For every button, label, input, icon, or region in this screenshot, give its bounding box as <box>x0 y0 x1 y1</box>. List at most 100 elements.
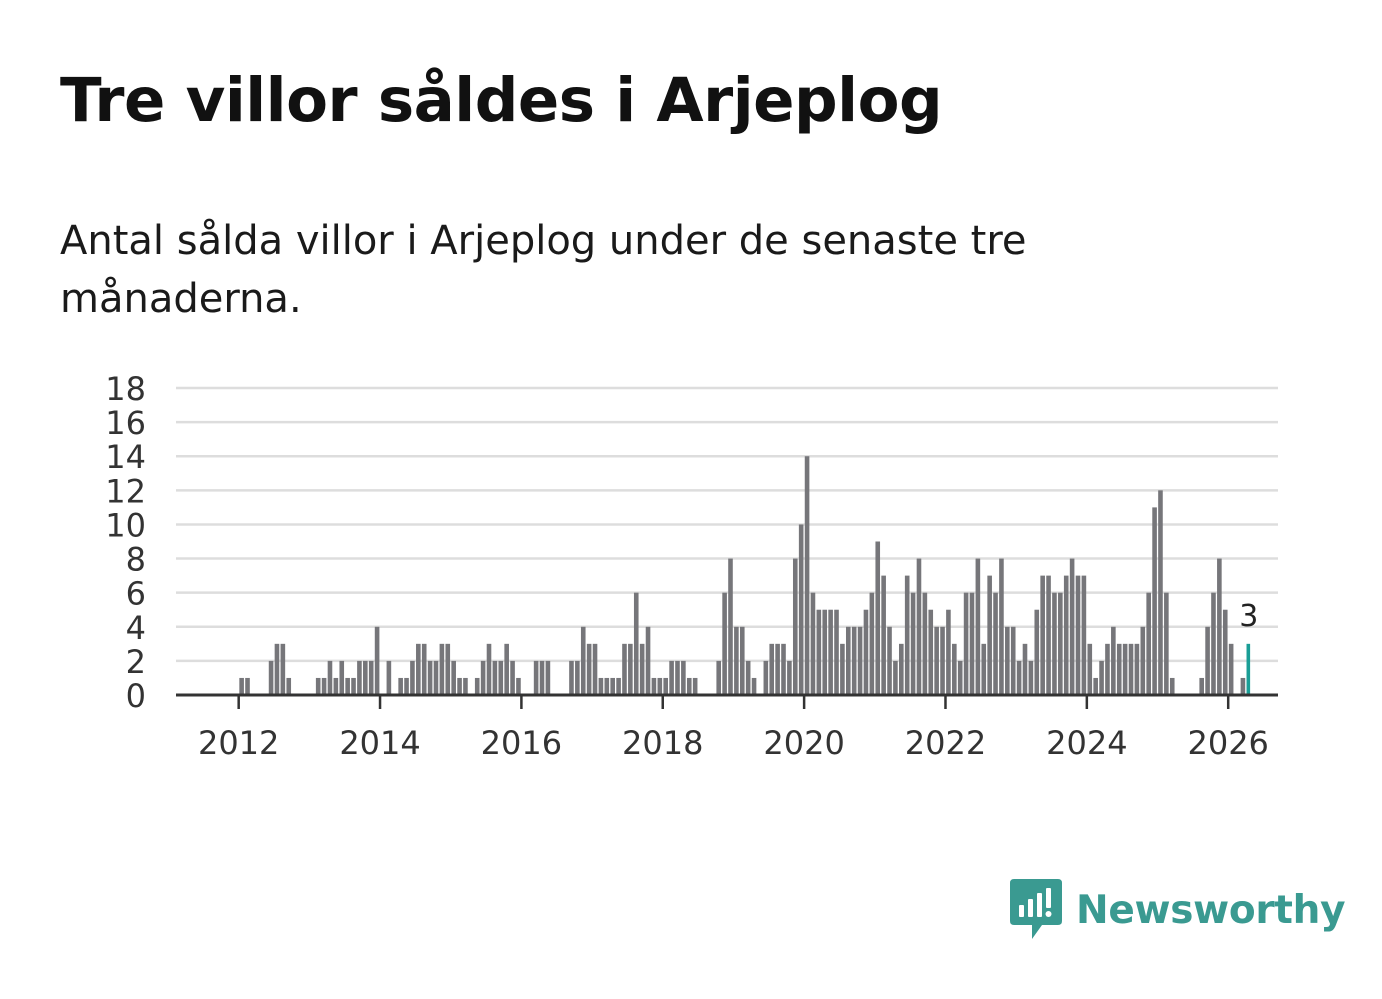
bar <box>686 677 692 695</box>
bar <box>845 626 851 695</box>
bar <box>816 609 822 695</box>
bar <box>398 677 403 695</box>
bar <box>345 677 350 695</box>
bar <box>504 643 509 695</box>
bar <box>1211 592 1216 695</box>
bar <box>421 643 427 695</box>
bar <box>669 660 674 695</box>
bar <box>368 660 374 695</box>
bar <box>840 643 845 695</box>
x-tick-label: 2026 <box>1187 724 1268 762</box>
y-tick-label: 14 <box>105 438 146 476</box>
bar <box>433 660 439 695</box>
bar <box>993 592 998 695</box>
bar <box>734 626 739 695</box>
highlight-value-label: 3 <box>1239 599 1258 634</box>
bar <box>598 677 604 695</box>
bar <box>681 660 686 695</box>
bar <box>739 626 745 695</box>
bar <box>763 660 769 695</box>
bar <box>893 660 898 695</box>
bar <box>628 643 633 695</box>
bar <box>810 592 816 695</box>
y-tick-label: 4 <box>126 609 146 647</box>
bar <box>999 558 1004 695</box>
bar <box>728 558 733 695</box>
bar <box>1122 643 1128 695</box>
bar <box>1140 626 1146 695</box>
bar <box>781 643 786 695</box>
bar <box>1146 592 1151 695</box>
annotations: 3 <box>1239 599 1258 634</box>
bar <box>916 558 922 695</box>
bar <box>1134 643 1140 695</box>
highlight-bar <box>1246 643 1251 695</box>
bar <box>586 643 592 695</box>
bar <box>957 660 963 695</box>
bar <box>834 609 839 695</box>
bar <box>1005 626 1010 695</box>
y-tick-label: 10 <box>105 506 146 544</box>
bar <box>969 592 975 695</box>
bar <box>987 575 992 695</box>
bar <box>633 592 639 695</box>
bar <box>463 677 468 695</box>
bar <box>1228 643 1234 695</box>
bar <box>639 643 645 695</box>
bar <box>1111 626 1116 695</box>
x-tick-label: 2022 <box>905 724 986 762</box>
bar <box>539 660 545 695</box>
y-tick-label: 8 <box>126 541 146 579</box>
bar <box>575 660 580 695</box>
bar <box>745 660 751 695</box>
bar <box>622 643 627 695</box>
bar <box>1081 575 1087 695</box>
bar <box>315 677 321 695</box>
brand-name: Newsworthy <box>1076 887 1346 933</box>
bar <box>1052 592 1057 695</box>
bar <box>657 677 663 695</box>
grid-lines <box>176 386 1278 663</box>
bar <box>280 643 286 695</box>
bar <box>1010 626 1016 695</box>
x-tick-label: 2012 <box>198 724 279 762</box>
bar <box>828 609 833 695</box>
bar <box>1169 677 1175 695</box>
bar <box>616 677 621 695</box>
bar <box>651 677 657 695</box>
bar <box>1063 575 1069 695</box>
bar <box>716 660 722 695</box>
x-tick-label: 2016 <box>481 724 562 762</box>
page-title: Tre villor såldes i Arjeplog <box>60 65 943 136</box>
y-tick-label: 6 <box>126 575 146 613</box>
bar <box>439 643 445 695</box>
bar <box>1116 643 1122 695</box>
bar <box>486 643 492 695</box>
bar <box>569 660 574 695</box>
bar <box>274 643 280 695</box>
bar <box>357 660 362 695</box>
x-tick-label: 2018 <box>622 724 703 762</box>
y-tick-label: 12 <box>105 472 146 510</box>
bar <box>374 626 380 695</box>
bar <box>663 677 669 695</box>
bar <box>592 643 598 695</box>
bar <box>887 626 892 695</box>
bar <box>940 626 945 695</box>
bar <box>1240 677 1246 695</box>
y-tick-label: 16 <box>105 404 146 442</box>
newsworthy-logo-icon <box>1010 879 1062 939</box>
bar <box>1075 575 1081 695</box>
bar <box>1099 660 1104 695</box>
bar <box>922 592 928 695</box>
bar <box>1205 626 1210 695</box>
bar <box>769 643 775 695</box>
bar <box>286 677 292 695</box>
bar <box>904 575 910 695</box>
bar <box>333 677 339 695</box>
bar <box>239 677 244 695</box>
y-tick-label: 2 <box>126 643 146 681</box>
bar <box>416 643 421 695</box>
bar <box>934 626 939 695</box>
